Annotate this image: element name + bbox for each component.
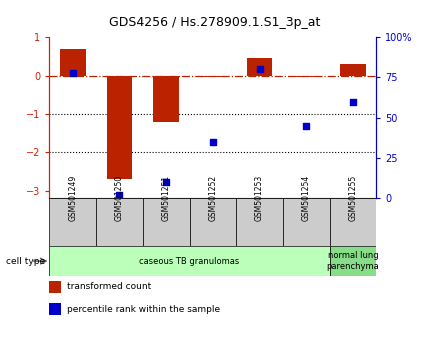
Text: GSM501251: GSM501251 [162,175,171,221]
Text: cell type: cell type [6,257,45,266]
Bar [283,198,329,246]
Text: GSM501250: GSM501250 [115,175,124,221]
Bar [154,75,179,121]
Point [209,139,216,145]
Bar [49,281,61,293]
Text: transformed count: transformed count [68,282,152,291]
Text: GSM501249: GSM501249 [68,175,77,221]
Bar [190,198,236,246]
Bar [49,198,96,246]
Text: caseous TB granulomas: caseous TB granulomas [139,257,240,266]
Bar [329,198,376,246]
Bar [329,246,376,276]
Bar [293,75,319,78]
Text: percentile rank within the sample: percentile rank within the sample [68,305,221,314]
Text: GSM501252: GSM501252 [209,175,217,221]
Bar [49,303,61,315]
Point [163,179,169,185]
Text: GSM501254: GSM501254 [302,175,311,221]
Text: GSM501255: GSM501255 [348,175,357,221]
Bar [247,58,272,75]
Bar [49,246,329,276]
Point [256,67,263,72]
Bar [200,75,226,78]
Text: normal lung
parenchyma: normal lung parenchyma [326,251,379,271]
Bar [143,198,190,246]
Point [116,192,123,198]
Point [69,70,76,75]
Point [350,99,356,104]
Point [303,123,310,129]
Bar [107,75,132,179]
Text: GSM501253: GSM501253 [255,175,264,221]
Text: GDS4256 / Hs.278909.1.S1_3p_at: GDS4256 / Hs.278909.1.S1_3p_at [109,16,321,29]
Bar [60,49,86,75]
Bar [96,198,143,246]
Bar [340,64,366,75]
Bar [236,198,283,246]
